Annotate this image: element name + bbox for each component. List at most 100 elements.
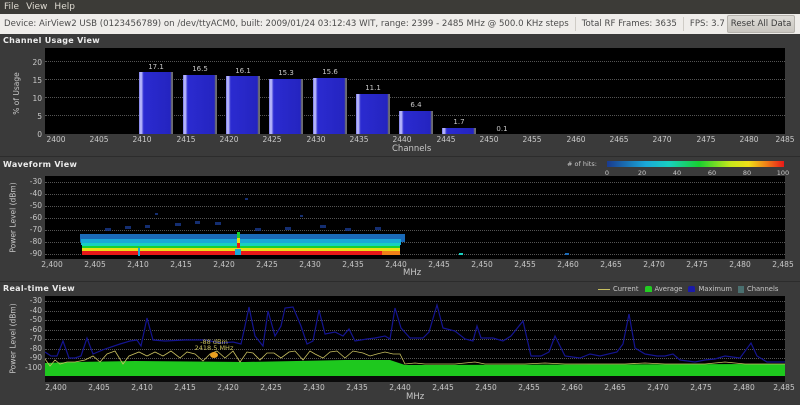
x-tick: 2405 bbox=[89, 135, 109, 144]
realtime-legend: Current Average Maximum Channels bbox=[592, 285, 778, 293]
x-tick: 2,465 bbox=[604, 383, 626, 392]
realtime-panel: Real-time View Current Average Maximum C… bbox=[0, 281, 800, 405]
current-marker-icon bbox=[210, 352, 218, 358]
status-bar: Device: AirView2 USB (0123456789) on /de… bbox=[0, 14, 800, 34]
waveform-y-label: Power Level (dBm) bbox=[8, 182, 18, 253]
menu-file[interactable]: File bbox=[4, 2, 20, 12]
x-tick: 2,405 bbox=[88, 383, 110, 392]
bar-ch5 bbox=[313, 78, 347, 134]
x-tick: 2,435 bbox=[342, 260, 364, 269]
y-tick: -40 bbox=[29, 189, 42, 198]
separator bbox=[682, 17, 684, 31]
separator bbox=[574, 17, 576, 31]
marker-power: -88 dBm bbox=[200, 338, 228, 346]
x-tick: 2,485 bbox=[772, 260, 794, 269]
x-tick: 2400 bbox=[46, 135, 66, 144]
current-legend-swatch bbox=[598, 288, 610, 290]
y-tick: -70 bbox=[29, 225, 42, 234]
x-tick: 2480 bbox=[739, 135, 759, 144]
waveform-title: Waveform View bbox=[3, 160, 78, 169]
x-tick: 2,485 bbox=[773, 383, 795, 392]
colorbar-label: # of hits: bbox=[567, 160, 597, 168]
y-tick: -80 bbox=[29, 237, 42, 246]
x-tick: 2,455 bbox=[518, 383, 540, 392]
waveform-panel: Waveform View # of hits: 0 20 40 60 80 1… bbox=[0, 156, 800, 281]
x-tick: 2455 bbox=[522, 135, 542, 144]
bar-ch6 bbox=[356, 94, 390, 134]
x-tick: 2,480 bbox=[729, 260, 751, 269]
x-tick: 2,455 bbox=[514, 260, 536, 269]
x-tick: 2,450 bbox=[471, 260, 493, 269]
reset-all-data-button[interactable]: Reset All Data bbox=[726, 15, 796, 33]
x-tick: 2465 bbox=[609, 135, 629, 144]
x-tick: 2,400 bbox=[41, 260, 63, 269]
colorbar-tick: 60 bbox=[707, 169, 717, 177]
x-tick: 2460 bbox=[566, 135, 586, 144]
x-tick: 2,470 bbox=[647, 383, 669, 392]
legend-channels[interactable]: Channels bbox=[746, 285, 779, 293]
bar-label: 0.1 bbox=[496, 125, 508, 133]
x-tick: 2,410 bbox=[127, 260, 149, 269]
x-tick: 2430 bbox=[306, 135, 326, 144]
bar-label: 15.6 bbox=[322, 68, 338, 76]
current-line bbox=[45, 350, 785, 367]
realtime-lines: -88 dBm 2418.5 MHz bbox=[45, 302, 785, 382]
maximum-line bbox=[45, 302, 785, 363]
x-tick: 2,475 bbox=[690, 383, 712, 392]
bar-label: 11.1 bbox=[365, 84, 381, 92]
menu-view[interactable]: View bbox=[26, 2, 48, 12]
bar-ch4 bbox=[269, 79, 303, 134]
colorbar-tick: 0 bbox=[604, 169, 610, 177]
menu-help[interactable]: Help bbox=[54, 2, 75, 12]
x-tick: 2420 bbox=[219, 135, 239, 144]
x-tick: 2415 bbox=[176, 135, 196, 144]
colorbar-tick: 100 bbox=[776, 169, 790, 177]
y-tick: -60 bbox=[29, 325, 42, 334]
y-tick: 20 bbox=[32, 58, 42, 67]
legend-current[interactable]: Current bbox=[613, 285, 639, 293]
legend-maximum[interactable]: Maximum bbox=[698, 285, 732, 293]
x-tick: 2,410 bbox=[131, 383, 153, 392]
bar-ch8 bbox=[442, 128, 476, 134]
realtime-chart[interactable]: -88 dBm 2418.5 MHz bbox=[45, 296, 785, 382]
y-tick: -80 bbox=[29, 344, 42, 353]
x-tick: 2,420 bbox=[217, 383, 239, 392]
hits-colorbar bbox=[607, 161, 784, 167]
x-tick: 2,440 bbox=[389, 383, 411, 392]
y-tick: -90 bbox=[29, 353, 42, 362]
x-tick: 2,480 bbox=[733, 383, 755, 392]
y-tick: 0 bbox=[37, 130, 42, 139]
y-tick: -40 bbox=[29, 306, 42, 315]
realtime-x-label: MHz bbox=[406, 392, 425, 402]
channel-x-label: Channels bbox=[392, 144, 432, 154]
x-tick: 2,420 bbox=[213, 260, 235, 269]
bar-ch1 bbox=[139, 72, 173, 134]
x-tick: 2435 bbox=[349, 135, 369, 144]
channel-usage-chart[interactable]: 17.1 16.5 16.1 15.3 15.6 11.1 6.4 1.7 0.… bbox=[45, 48, 785, 134]
bar-label: 6.4 bbox=[410, 101, 422, 109]
colorbar-tick: 80 bbox=[742, 169, 752, 177]
y-tick: -70 bbox=[29, 334, 42, 343]
fps: FPS: 3.7 bbox=[689, 19, 725, 29]
bar-ch2 bbox=[183, 75, 217, 134]
channel-usage-panel: Channel Usage View % of Usage 17.1 16.5 … bbox=[0, 34, 800, 156]
total-frames: Total RF Frames: 3635 bbox=[581, 19, 677, 29]
x-tick: 2475 bbox=[696, 135, 716, 144]
x-tick: 2,450 bbox=[475, 383, 497, 392]
y-tick: -100 bbox=[24, 363, 42, 372]
x-tick: 2,435 bbox=[346, 383, 368, 392]
menu-bar: File View Help bbox=[0, 0, 800, 14]
waveform-heatmap[interactable] bbox=[45, 176, 785, 259]
waveform-x-label: MHz bbox=[403, 268, 422, 278]
y-tick: 10 bbox=[32, 94, 42, 103]
channel-usage-title: Channel Usage View bbox=[3, 36, 100, 45]
y-tick: -90 bbox=[29, 249, 42, 258]
x-tick: 2,400 bbox=[45, 383, 67, 392]
bar-ch7 bbox=[399, 111, 433, 134]
x-tick: 2,470 bbox=[643, 260, 665, 269]
legend-average[interactable]: Average bbox=[654, 285, 683, 293]
y-tick: 5 bbox=[37, 112, 42, 121]
x-tick: 2440 bbox=[392, 135, 412, 144]
x-tick: 2,475 bbox=[686, 260, 708, 269]
y-tick: -30 bbox=[29, 177, 42, 186]
